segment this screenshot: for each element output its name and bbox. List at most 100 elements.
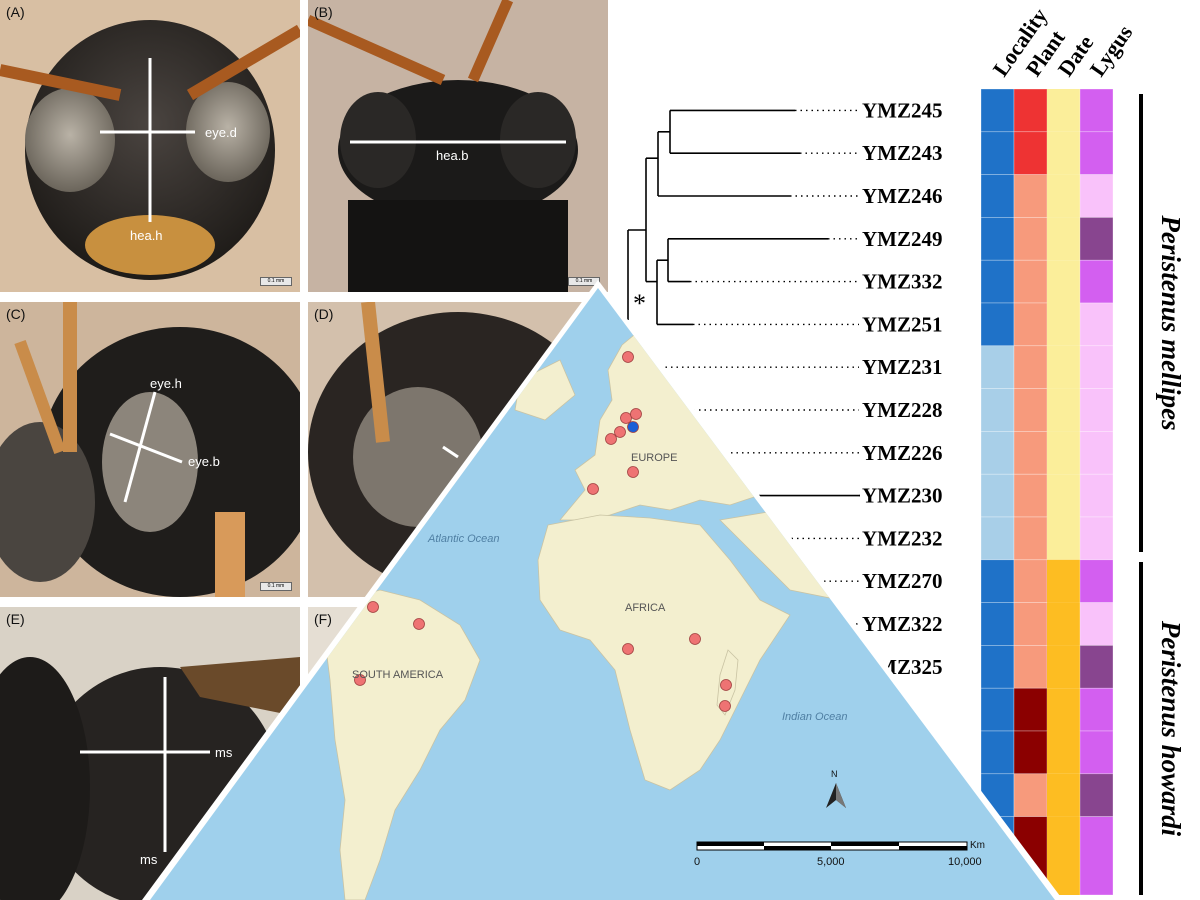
sample-point (614, 426, 626, 438)
heatmap-cell (1079, 302, 1114, 347)
heatmap-cell (1079, 602, 1114, 646)
heatmap-cell (1013, 259, 1048, 304)
heatmap-cell (980, 473, 1015, 518)
eye-h-label: eye.h (150, 376, 182, 391)
heatmap-cell (980, 431, 1015, 475)
panel-c-photo: eye.h eye.b (0, 302, 300, 597)
eye-d-label: eye.d (205, 125, 237, 140)
heatmap-cell (1079, 259, 1114, 304)
sample-point (720, 679, 732, 691)
heatmap-cell (1079, 730, 1114, 775)
tip-labels: YMZ245 YMZ243 YMZ246 YMZ249 YMZ332 YMZ251 YMZ2… (655, 98, 943, 764)
tip-label: YMZ230 (862, 484, 943, 508)
sample-point (622, 351, 634, 363)
ms-label-1: ms (215, 745, 233, 760)
heatmap-cell (1013, 687, 1048, 732)
north-arrow: N (826, 769, 846, 808)
panel-c-label: (C) (6, 306, 26, 322)
heatmap-cell (1047, 474, 1080, 517)
heatmap-cell (1013, 131, 1048, 175)
map-scalebar: Km 0 5,000 10,000 (694, 840, 985, 868)
sample-point (413, 618, 425, 630)
heatmap-cell (1013, 217, 1048, 261)
heatmap-cells (980, 88, 1114, 896)
sample-point (587, 483, 599, 495)
sample-points (354, 351, 732, 712)
heatmap-cell (980, 259, 1015, 304)
sample-point (689, 633, 701, 645)
indian-ocean-label: Indian Ocean (782, 711, 847, 723)
europe-label: EUROPE (631, 452, 677, 464)
south-america-label: SOUTH AMERICA (352, 669, 444, 681)
heatmap-cell (980, 559, 1015, 603)
panel-a-scalebar: 0.1 mm (260, 277, 292, 286)
ms-label-2: ms (140, 852, 158, 867)
tip-label: YMZ249 (862, 227, 943, 251)
sample-point (605, 433, 617, 445)
tip-label: YMZ332 (862, 270, 943, 294)
heatmap-cell (980, 516, 1015, 561)
panel-c-scalebar: 0.1 mm (260, 582, 292, 591)
heatmap-cell (980, 131, 1015, 175)
hea-h-label: hea.h (130, 228, 163, 243)
clade-bars: Peristenus mellipes Peristenus howardi (1139, 94, 1186, 895)
heatmap-cell (1079, 516, 1114, 561)
panel-c: eye.h eye.b (C) 0.1 mm (0, 302, 300, 597)
heatmap-cell (1047, 174, 1080, 218)
panel-a: eye.d hea.h (A) 0.1 mm (0, 0, 300, 292)
heatmap-cell (1079, 473, 1114, 518)
heatmap-cell (980, 388, 1015, 432)
panel-b-scalebar: 0.1 mm (568, 277, 600, 286)
sample-point (622, 643, 634, 655)
heatmap-cell (1047, 602, 1080, 646)
heatmap-cell (1079, 431, 1114, 475)
scale-tick-0: 0 (694, 856, 700, 868)
sample-point (627, 466, 639, 478)
tip-label: YMZ226 (862, 441, 943, 465)
panel-a-photo: eye.d hea.h (0, 0, 300, 292)
heatmap-cell (1047, 773, 1080, 817)
heatmap-cell (1079, 559, 1114, 603)
heatmap-cell (1047, 688, 1080, 731)
tip-label: YMZ231 (862, 355, 943, 379)
support-marker: * (633, 289, 646, 318)
panel-b-photo: hea.b (308, 0, 608, 292)
sample-point (630, 408, 642, 420)
tip-label: YMZ232 (862, 526, 943, 550)
heatmap-cell (1013, 645, 1048, 689)
heatmap-cell (1079, 217, 1114, 261)
heatmap-cell (1047, 303, 1080, 346)
panel-a-label: (A) (6, 4, 25, 20)
heatmap-cell (1079, 773, 1114, 817)
panel-f-label: (F) (314, 611, 332, 627)
sample-point (354, 674, 366, 686)
south-america-landmass (324, 589, 481, 900)
tip-label: YMZ270 (862, 569, 943, 593)
atlantic-label: Atlantic Ocean (427, 533, 500, 545)
heatmap-cell (1013, 302, 1048, 347)
panel-b: hea.b (B) 0.1 mm (308, 0, 608, 292)
north-label: N (831, 769, 838, 779)
heatmap-cell (980, 730, 1015, 775)
clade-label: Peristenus mellipes (1156, 214, 1186, 430)
tip-label: YMZ251 (862, 312, 943, 336)
heatmap-cell (1013, 473, 1048, 518)
panel-d-label: (D) (314, 306, 334, 322)
heatmap-cell (1047, 645, 1080, 689)
atlantic-label-text: Atlantic Ocean (427, 533, 500, 545)
panel-b-label: (B) (314, 4, 333, 20)
heatmap-cell (1047, 388, 1080, 432)
heatmap-cell (1047, 559, 1080, 603)
heatmap-cell (980, 645, 1015, 689)
heatmap-cell (980, 88, 1015, 133)
heatmap-cell (1013, 773, 1048, 817)
heatmap-cell (1079, 88, 1114, 133)
heatmap-cell (1079, 816, 1114, 896)
scale-tick-10000: 10,000 (948, 856, 982, 868)
tip-label: YMZ245 (862, 98, 943, 122)
heatmap-cell (1079, 131, 1114, 175)
clade-label: Peristenus howardi (1156, 620, 1186, 837)
tip-label: YMZ228 (862, 398, 943, 422)
